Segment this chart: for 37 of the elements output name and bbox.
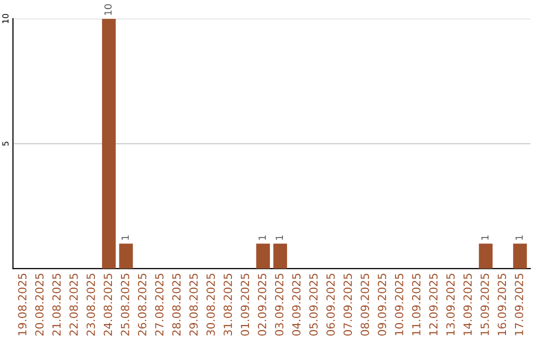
x-tick-label: 19.08.2025 — [18, 274, 26, 336]
x-tick-label: 23.08.2025 — [86, 274, 95, 336]
data-label: 1 — [122, 236, 129, 240]
x-tick-label: 05.09.2025 — [309, 274, 318, 336]
x-tick-label: 29.08.2025 — [189, 274, 198, 336]
y-tick-label: 5 — [2, 142, 9, 146]
x-tick-label: 16.09.2025 — [498, 274, 506, 336]
x-tick-label: 24.08.2025 — [104, 274, 112, 336]
x-tick-label: 15.09.2025 — [480, 274, 489, 336]
x-tick-label: 01.09.2025 — [240, 274, 250, 336]
x-tick-label: 13.09.2025 — [446, 274, 455, 336]
x-tick-label: 08.09.2025 — [360, 274, 370, 336]
x-tick-label: 07.09.2025 — [344, 274, 352, 336]
x-tick-label: 09.09.2025 — [378, 274, 386, 336]
data-label: 1 — [258, 236, 266, 240]
x-tick-label: 26.08.2025 — [138, 274, 146, 336]
x-tick-label: 27.08.2025 — [155, 274, 164, 336]
x-tick-label: 02.09.2025 — [258, 274, 266, 336]
x-tick-label: 25.08.2025 — [120, 274, 130, 336]
x-tick-label: 20.08.2025 — [35, 274, 44, 336]
data-label: 1 — [276, 236, 283, 240]
x-tick-label: 10.09.2025 — [394, 274, 404, 336]
x-tick-label: 28.08.2025 — [172, 274, 181, 336]
x-tick-label: 21.08.2025 — [52, 274, 61, 336]
x-tick-label: 06.09.2025 — [326, 274, 335, 336]
data-label: 1 — [516, 236, 523, 240]
x-tick-label: 14.09.2025 — [463, 274, 472, 336]
x-tick-label: 31.08.2025 — [224, 274, 232, 336]
data-label: 1 — [481, 236, 488, 240]
x-tick-label: 17.09.2025 — [514, 274, 524, 336]
x-tick-label: 03.09.2025 — [275, 274, 284, 336]
x-tick-label: 22.08.2025 — [69, 274, 78, 336]
x-tick-label: 12.09.2025 — [429, 274, 438, 336]
x-tick-label: 11.09.2025 — [412, 274, 420, 336]
x-tick-label: 30.08.2025 — [206, 274, 215, 336]
x-tick-label: 04.09.2025 — [292, 274, 301, 336]
data-label: 10 — [104, 4, 112, 15]
